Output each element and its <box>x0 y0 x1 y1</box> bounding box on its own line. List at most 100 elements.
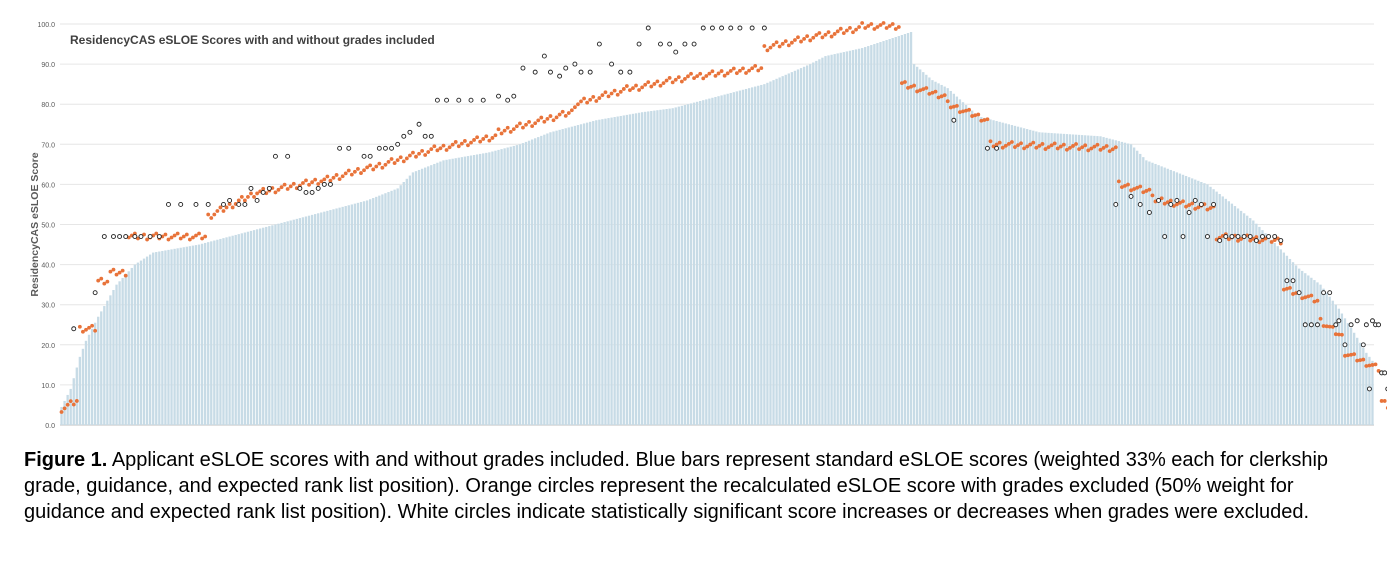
orange-circle <box>621 87 626 91</box>
orange-circle <box>261 186 266 191</box>
y-tick-label: 80.0 <box>41 102 55 109</box>
score-bar <box>1230 203 1234 425</box>
orange-circle <box>181 234 186 239</box>
white-circle <box>1266 234 1272 239</box>
orange-circle <box>1141 190 1146 195</box>
white-circle <box>123 234 129 239</box>
score-bar <box>870 45 873 426</box>
score-bar <box>1032 130 1035 425</box>
score-bar <box>1352 332 1356 425</box>
score-bar <box>75 367 78 425</box>
score-bar <box>341 206 344 425</box>
orange-circle <box>844 28 849 33</box>
score-bar <box>1346 323 1350 425</box>
score-bar <box>1227 201 1231 425</box>
orange-circle <box>194 233 198 238</box>
score-bar <box>809 64 812 425</box>
orange-circle <box>1061 142 1066 147</box>
orange-circle <box>1236 238 1240 243</box>
score-bar <box>805 65 809 425</box>
score-bar <box>1099 136 1102 425</box>
score-bar <box>589 121 592 426</box>
orange-circle <box>380 165 385 170</box>
orange-circle <box>1013 145 1017 149</box>
score-bar <box>497 149 500 425</box>
white-circle <box>166 201 171 207</box>
orange-circle <box>890 22 895 26</box>
score-bar <box>454 158 457 425</box>
orange-circle <box>536 118 541 123</box>
orange-circle <box>961 109 965 114</box>
orange-circle <box>1165 200 1170 205</box>
orange-circle <box>933 89 938 94</box>
white-circle <box>92 290 98 296</box>
score-bar <box>943 86 946 425</box>
orange-circle <box>1303 295 1308 300</box>
orange-circle <box>1281 287 1286 292</box>
orange-circle <box>728 69 733 73</box>
score-bar <box>1059 133 1062 425</box>
white-circle <box>994 145 1000 151</box>
orange-circle <box>786 43 791 48</box>
orange-circle <box>924 86 929 90</box>
orange-circle <box>230 205 235 210</box>
white-circle <box>416 121 422 127</box>
y-tick-label: 90.0 <box>41 62 55 69</box>
orange-circle <box>304 178 308 183</box>
score-bar <box>1126 143 1130 426</box>
orange-circle <box>823 32 828 37</box>
orange-circle <box>1003 143 1008 148</box>
score-bar <box>494 150 497 425</box>
white-circle <box>444 97 450 103</box>
orange-circle <box>184 232 189 237</box>
score-bar <box>320 212 323 425</box>
orange-circle <box>954 103 959 108</box>
white-circle <box>587 69 593 75</box>
score-bar <box>922 72 925 426</box>
white-circle <box>1272 234 1278 239</box>
orange-circle <box>557 112 562 117</box>
orange-circle <box>90 323 94 328</box>
score-bar <box>118 281 121 425</box>
white-circle <box>541 53 547 59</box>
white-circle <box>1354 318 1360 324</box>
white-circle <box>728 25 734 31</box>
score-bar <box>900 35 904 426</box>
score-bar <box>512 145 515 426</box>
score-bar <box>109 295 112 425</box>
white-circle <box>147 234 153 239</box>
score-bar <box>307 215 311 425</box>
orange-circle <box>1355 358 1360 363</box>
orange-circle <box>545 117 550 121</box>
orange-circle <box>906 85 910 90</box>
score-bar <box>1249 218 1252 425</box>
orange-circle <box>1022 146 1027 151</box>
score-bar <box>323 211 326 425</box>
score-bar <box>268 226 271 425</box>
score-bar <box>1154 163 1157 425</box>
score-bar <box>668 108 671 426</box>
score-bar <box>879 42 882 426</box>
orange-circle <box>187 237 192 242</box>
score-bar <box>503 148 506 425</box>
score-bar <box>1056 133 1059 425</box>
score-bar <box>1242 213 1246 425</box>
score-bar <box>1310 277 1313 425</box>
score-bar <box>796 69 800 426</box>
score-bar <box>644 111 647 425</box>
orange-circle <box>628 88 632 93</box>
score-bar <box>747 88 751 425</box>
white-circle <box>1315 322 1320 328</box>
white-circle <box>578 69 584 75</box>
orange-circle <box>753 63 758 68</box>
score-bar <box>570 126 574 425</box>
score-bar <box>961 102 965 425</box>
score-bar <box>1255 223 1258 425</box>
score-bar <box>1038 132 1041 425</box>
score-bar <box>634 113 638 425</box>
score-bar <box>1026 129 1029 425</box>
score-bar <box>1273 242 1276 425</box>
score-bar <box>1160 166 1163 426</box>
score-bar <box>760 84 763 426</box>
orange-circle <box>667 76 672 80</box>
